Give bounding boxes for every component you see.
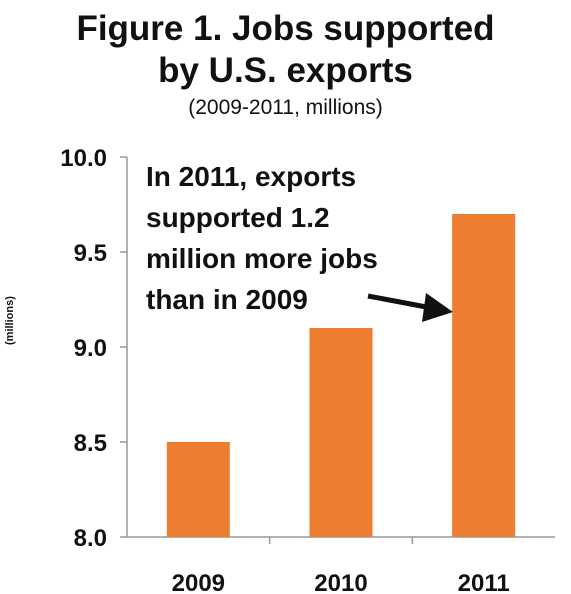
bar-2009 [166, 442, 230, 537]
x-tick-label: 2010 [314, 570, 367, 594]
y-tick-label: 8.5 [74, 430, 107, 457]
y-tick-label: 10.0 [60, 145, 107, 172]
chart-title: Figure 1. Jobs supported [76, 9, 495, 48]
bar-2011 [452, 214, 516, 537]
y-tick-label: 9.0 [74, 335, 107, 362]
chart-subtitle: (2009-2011, millions) [188, 96, 383, 119]
bar-2010 [309, 328, 373, 537]
annotation-text: In 2011, exports supported 1.2 million m… [146, 161, 378, 315]
chart-title-line2: by U.S. exports [158, 51, 413, 90]
y-tick-label: 9.5 [74, 240, 107, 267]
y-tick-label: 8.0 [74, 525, 107, 552]
x-tick-label: 2009 [172, 570, 225, 594]
x-tick-label: 2011 [458, 570, 510, 594]
annotation-arrow [367, 293, 453, 322]
